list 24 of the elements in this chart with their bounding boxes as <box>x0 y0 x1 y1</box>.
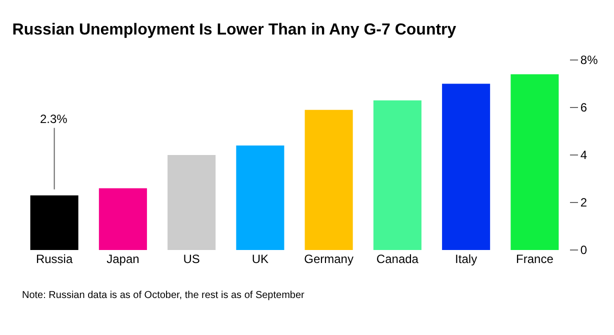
x-tick-label: UK <box>252 252 269 266</box>
bar <box>30 195 78 250</box>
bar <box>510 74 559 250</box>
y-tick-label: 2 <box>580 196 588 210</box>
x-tick-label: Japan <box>106 252 140 266</box>
x-tick-label: Russia <box>36 252 73 266</box>
data-label: 2.3% <box>40 112 68 126</box>
y-tick-label: 4 <box>580 148 588 162</box>
x-tick-label: US <box>183 252 200 266</box>
bar <box>236 146 284 250</box>
bar <box>168 155 216 250</box>
x-tick-label: Canada <box>376 252 419 266</box>
y-tick-label: 8% <box>580 53 598 68</box>
chart-title: Russian Unemployment Is Lower Than in Any G-7 Country <box>12 22 456 39</box>
bar <box>442 84 490 250</box>
bar <box>304 110 353 250</box>
x-tick-label: Germany <box>304 252 354 266</box>
y-tick-label: 0 <box>580 243 588 258</box>
bar <box>373 100 422 250</box>
x-tick-label: France <box>516 252 554 266</box>
y-tick-label: 6 <box>580 100 588 115</box>
x-tick-label: Italy <box>455 252 478 266</box>
text: Note: Russian data is as of October, the rest is as of September <box>22 290 306 301</box>
bar <box>98 188 147 250</box>
